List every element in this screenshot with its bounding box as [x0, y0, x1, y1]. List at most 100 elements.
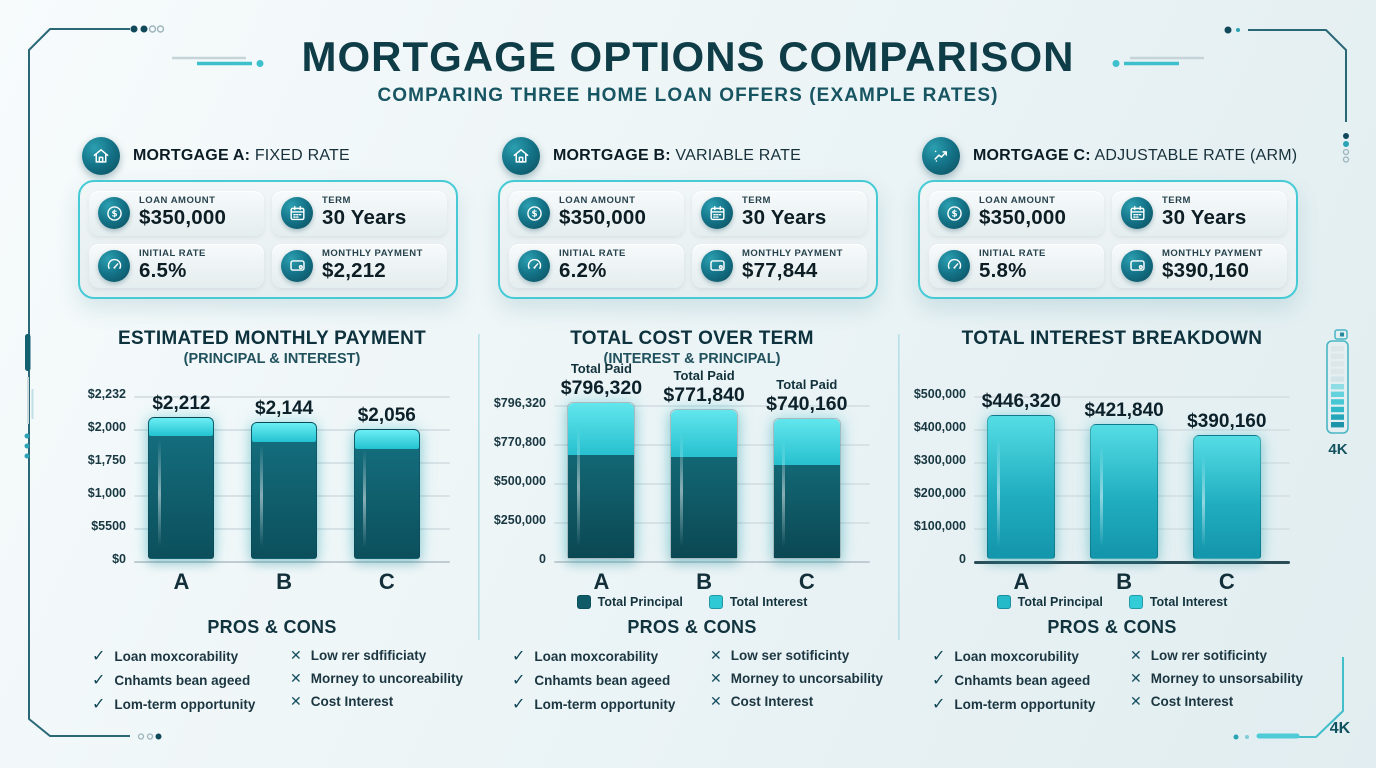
page-title: MORTGAGE OPTIONS COMPARISON: [301, 33, 1075, 80]
mortgage-c-type: ADJUSTABLE RATE (ARM): [1094, 147, 1298, 164]
pro-item: ✓ Lom-term opportunity: [932, 696, 1130, 712]
stat-label: INITIAL RATE: [979, 247, 1046, 259]
pros-list: ✓ Loan moxcorubility ✓ Cnhamts bean ageed …: [932, 648, 1130, 712]
bottom-right-dots: [1233, 734, 1249, 740]
legend-item: Total Interest: [708, 595, 808, 609]
dollar-icon: $: [938, 197, 970, 230]
cross-icon: ✕: [290, 647, 302, 664]
y-tick-label: 0: [959, 552, 966, 566]
chart-title: TOTAL INTEREST BREAKDOWN: [961, 328, 1263, 349]
chart-total-cost-over-term: TOTAL COST OVER TERM (INTEREST & PRINCIPA…: [494, 328, 886, 628]
calendar-icon: [701, 197, 733, 230]
home-icon: [502, 137, 540, 175]
interest-segment: [671, 410, 738, 459]
bottom-left-dots: [137, 733, 162, 740]
principal-segment: [568, 455, 635, 558]
total-paid-label: Total Paid $740,160: [732, 377, 882, 415]
cons-list: ✕ Low rer sdfificiaty ✕ Morney to uncoreab…: [290, 648, 466, 712]
legend-label: Total Principal: [1017, 595, 1103, 609]
pros-cons-heading: PROS & CONS: [1047, 617, 1177, 637]
category-label: B: [696, 569, 713, 594]
total-paid-caption: Total Paid: [673, 368, 735, 383]
y-tick-label: $200,000: [913, 486, 966, 500]
y-tick-label: $500,000: [493, 474, 546, 488]
bar-A: [567, 402, 636, 559]
con-item: ✕ Cost Interest: [290, 694, 466, 709]
check-icon: ✓: [512, 670, 526, 689]
chart-legend: Total Principal Total Interest: [918, 595, 1306, 609]
mortgage-a-header: MORTGAGE A: FIXED RATE: [82, 137, 462, 175]
stat-term: TERM 30 Years: [272, 191, 447, 236]
y-tick-label: $400,000: [913, 420, 966, 434]
chart-plot-area: $500,000 $400,000 $300,000 $200,000 $100,000…: [914, 387, 1290, 594]
pros-cons-heading: PROS & CONS: [627, 617, 757, 637]
legend-label: Total Principal: [597, 595, 683, 609]
legend-label: Total Interest: [729, 595, 808, 609]
badge-4k-side: 4K: [1328, 441, 1348, 458]
check-icon: ✓: [92, 646, 106, 665]
stat-label: TERM: [1162, 195, 1191, 207]
x-axis-line: [134, 561, 450, 563]
check-icon: ✓: [512, 646, 526, 665]
y-tick-label: $250,000: [493, 513, 546, 527]
con-text: Cost Interest: [1150, 694, 1234, 709]
check-icon: ✓: [932, 694, 946, 713]
bar-cap: [354, 430, 419, 449]
cross-icon: ✕: [290, 670, 302, 687]
bar-value-label: $2,144: [255, 398, 314, 419]
stat-label: INITIAL RATE: [139, 247, 206, 259]
legend-swatch: [576, 595, 591, 609]
stat-label: TERM: [322, 195, 351, 207]
legend-swatch: [1128, 595, 1143, 609]
grid-line: [974, 396, 1290, 398]
wallet-icon: [701, 249, 733, 282]
principal-segment: [671, 457, 738, 558]
stat-monthly-payment: MONTHLY PAYMENT $390,160: [1112, 243, 1287, 288]
con-item: ✕ Cost Interest: [710, 694, 886, 709]
mortgage-b-card: $ LOAN AMOUNT $350,000 TERM 30 Years INITI…: [498, 180, 878, 299]
con-item: ✕ Cost Interest: [1130, 694, 1306, 709]
category-label: A: [1013, 569, 1030, 594]
y-tick-label: $1,750: [87, 453, 126, 467]
bar-B: [1090, 424, 1159, 559]
wallet-icon: [281, 249, 313, 282]
x-axis-line: [974, 561, 1290, 564]
cross-icon: ✕: [290, 693, 302, 710]
total-paid-label: Total Paid $771,840: [629, 368, 779, 406]
mortgage-c-title: MORTGAGE C: ADJUSTABLE RATE (ARM): [973, 147, 1297, 165]
svg-text:$: $: [531, 209, 537, 219]
category-label: A: [593, 569, 610, 594]
y-tick-label: 0: [539, 552, 546, 566]
mortgage-a-type: FIXED RATE: [254, 147, 350, 164]
mortgage-c-card: $ LOAN AMOUNT $350,000 TERM 30 Years INITI…: [918, 180, 1298, 299]
bar-C: [353, 429, 420, 559]
pros-cons-b: PROS & CONS ✓ Loan moxcorability ✓ Cnhamts…: [498, 617, 886, 712]
pro-item: ✓ Cnhamts bean ageed: [512, 672, 710, 688]
chart-subtitle: (INTEREST & PRINCIPAL): [603, 351, 781, 367]
level-bar-decoration: [1326, 329, 1349, 434]
mortgage-c-name: MORTGAGE C:: [973, 147, 1091, 164]
stat-loan-amount: $ LOAN AMOUNT $350,000: [509, 191, 684, 236]
interest-segment: [568, 403, 635, 457]
bar-C: [772, 418, 841, 559]
con-item: ✕ Low rer sdfificiaty: [290, 648, 466, 663]
y-tick-label: $2,000: [87, 420, 126, 434]
mortgage-b-name: MORTGAGE B:: [553, 147, 671, 164]
total-paid-value: $796,320: [560, 376, 643, 399]
chart-total-interest-breakdown: TOTAL INTEREST BREAKDOWN $500,000 $400,000…: [914, 328, 1306, 628]
cross-icon: ✕: [710, 670, 722, 687]
con-text: Cost Interest: [310, 694, 394, 709]
stat-label: INITIAL RATE: [559, 247, 626, 259]
category-label: C: [1218, 569, 1235, 594]
stat-label: LOAN AMOUNT: [559, 195, 636, 207]
mortgage-a-name: MORTGAGE A:: [133, 147, 251, 164]
mortgage-c-header: MORTGAGE C: ADJUSTABLE RATE (ARM): [922, 137, 1302, 175]
dollar-icon: $: [518, 197, 550, 230]
pro-text: Cnhamts bean ageed: [114, 672, 251, 688]
pro-text: Loan moxcorability: [534, 648, 659, 664]
mortgage-b-type: VARIABLE RATE: [675, 147, 802, 164]
pro-item: ✓ Lom-term opportunity: [92, 696, 290, 712]
x-axis-line: [554, 561, 870, 563]
check-icon: ✓: [92, 670, 106, 689]
